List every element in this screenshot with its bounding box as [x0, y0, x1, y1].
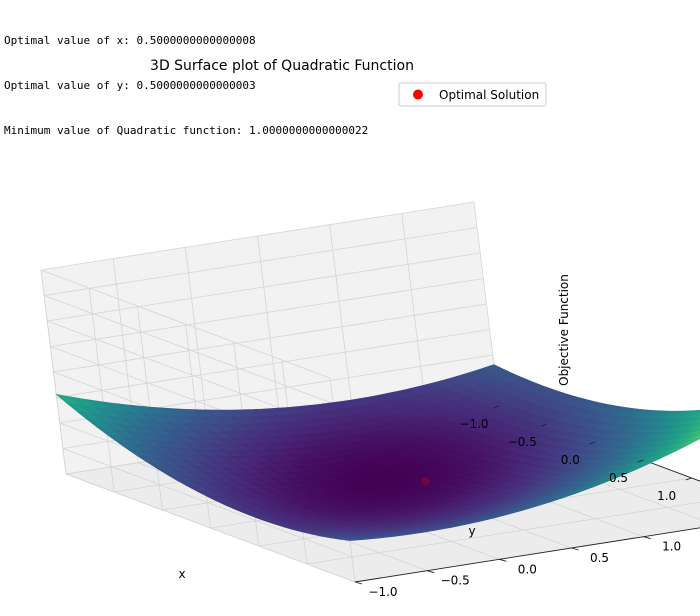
console-output: Optimal value of x: 0.5000000000000008 O…: [4, 3, 368, 153]
y-tick: [354, 581, 363, 585]
surface-patch: [677, 432, 700, 442]
surface-patch: [678, 422, 700, 431]
y-tick-label: −0.5: [441, 574, 470, 588]
surface-patch: [695, 435, 700, 439]
console-line-x: Optimal value of x: 0.5000000000000008: [4, 34, 256, 47]
grid-line: [40, 269, 331, 379]
y-tick: [427, 570, 435, 574]
surface-patch: [682, 427, 700, 436]
surface-patch: [681, 436, 700, 446]
console-line-min: Minimum value of Quadratic function: 1.0…: [4, 124, 369, 137]
grid-line: [62, 448, 353, 557]
legend: Optimal Solution: [398, 82, 547, 107]
y-tick-label: −1.0: [368, 585, 397, 599]
x-tick: [685, 477, 692, 481]
surface-patch: [696, 426, 700, 429]
x-tick-label: −1.0: [459, 417, 488, 431]
surface-patch: [686, 432, 700, 441]
y-tick: [499, 558, 507, 562]
surface-patch: [696, 414, 700, 418]
x-tick: [492, 405, 500, 409]
surface-patch: [683, 416, 700, 425]
surface-mesh: [55, 364, 700, 541]
optimal-marker: [420, 476, 430, 486]
surface-patch: [691, 429, 700, 435]
grid-line: [53, 303, 487, 373]
tick-marks: [354, 405, 692, 585]
y-tick-label: 0.0: [518, 562, 537, 576]
optimal-point: [420, 476, 430, 486]
grid-line: [43, 295, 334, 404]
chart-title: 3D Surface plot of Quadratic Function: [150, 58, 414, 74]
tick-labels: −1.0−0.50.00.51.01.52.0−1.0−0.50.00.51.0…: [368, 417, 681, 599]
x-tick: [589, 441, 596, 445]
grid-line: [50, 278, 484, 347]
surface-patch: [692, 418, 700, 424]
legend-marker-icon: [413, 89, 423, 100]
x-tick-label: 0.0: [561, 453, 580, 467]
x-axis-label: x: [178, 567, 185, 581]
z-axis-label: Objective Function: [557, 274, 571, 386]
x-tick: [541, 423, 548, 427]
x-tick: [637, 459, 644, 463]
y-tick: [571, 547, 579, 551]
y-tick: [643, 536, 651, 540]
x-tick-label: 0.5: [609, 471, 628, 485]
y-axis-label: y: [468, 524, 475, 538]
grid-line: [40, 201, 475, 271]
legend-entry-optimal: Optimal Solution: [439, 88, 539, 102]
x-tick-label: −0.5: [508, 435, 537, 449]
surface-patch: [678, 409, 700, 419]
console-line-y: Optimal value of y: 0.5000000000000003: [4, 79, 256, 92]
surface-patch: [687, 410, 700, 418]
grid-line: [65, 473, 356, 583]
grid-line: [56, 329, 490, 398]
x-tick-label: 1.0: [657, 489, 676, 503]
grid-line: [44, 227, 478, 296]
y-tick-label: 1.0: [662, 540, 681, 554]
legend-box: [398, 82, 547, 107]
y-tick-label: 0.5: [590, 551, 609, 565]
grid-line: [47, 252, 481, 322]
